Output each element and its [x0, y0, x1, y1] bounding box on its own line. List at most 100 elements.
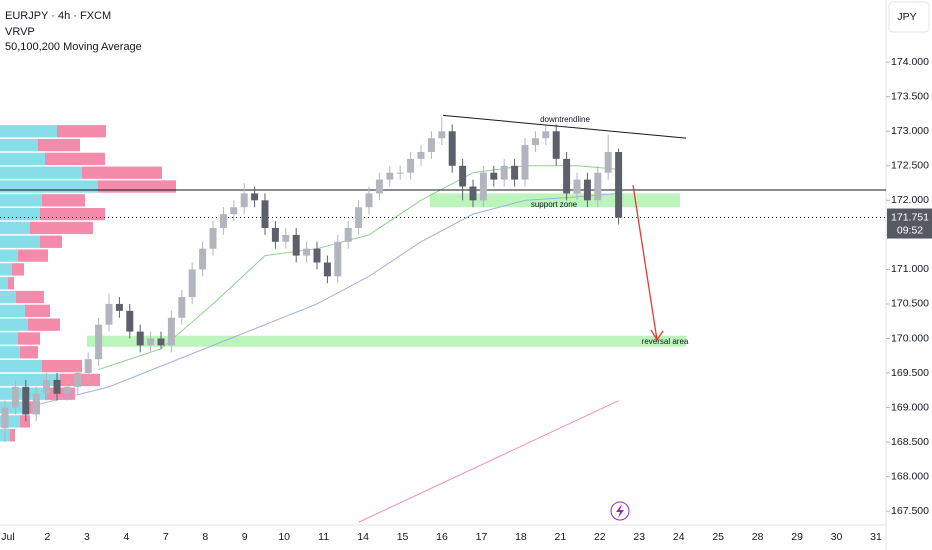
candle-body — [459, 165, 467, 187]
candle-body — [386, 172, 394, 180]
candle-body — [490, 172, 498, 180]
volume-up — [0, 263, 12, 276]
candle-body — [448, 131, 456, 166]
x-tick-label: 22 — [594, 531, 606, 543]
y-tick-label: 172.000 — [891, 194, 929, 206]
x-tick-label: 8 — [202, 531, 208, 543]
currency-button[interactable] — [888, 1, 930, 33]
volume-down — [8, 277, 14, 290]
candle-body — [157, 338, 165, 346]
candle-body — [178, 297, 186, 318]
x-tick-label: 9 — [242, 531, 248, 543]
y-tick-label: 169.500 — [891, 367, 929, 379]
candle-body — [479, 172, 487, 201]
x-tick-label: 30 — [831, 531, 843, 543]
x-tick-label: 18 — [515, 531, 527, 543]
x-tick-label: 31 — [870, 531, 882, 543]
moving-average — [98, 165, 619, 371]
y-tick-label: 173.500 — [891, 90, 929, 102]
annotation-label: reversal area — [642, 337, 689, 346]
arrow — [632, 185, 658, 340]
volume-down — [82, 166, 162, 179]
candle-body — [542, 131, 550, 139]
x-tick-label: 24 — [673, 531, 685, 543]
x-tick-label: 14 — [357, 531, 369, 543]
volume-up — [0, 373, 60, 387]
candle-body — [334, 241, 342, 277]
event-icon[interactable] — [610, 501, 630, 521]
candle-body — [95, 324, 103, 360]
candle-body — [521, 145, 529, 180]
candle-body — [43, 379, 51, 394]
moving-average — [25, 192, 619, 409]
x-tick-label: 23 — [633, 531, 645, 543]
candle-body — [615, 151, 623, 218]
x-tick-label: 21 — [555, 531, 567, 543]
candle-body — [396, 172, 404, 174]
candle-body — [511, 165, 519, 180]
x-tick-label: 15 — [397, 531, 409, 543]
x-tick-label: 7 — [163, 531, 169, 543]
candle-body — [147, 338, 155, 346]
candle-body — [344, 227, 352, 242]
volume-down — [45, 152, 105, 166]
price-tag — [887, 208, 932, 239]
candle-body — [552, 131, 560, 159]
candle-body — [32, 393, 40, 415]
zone — [87, 335, 686, 347]
candle-body — [240, 193, 248, 208]
annotation-label: support zone — [531, 200, 578, 209]
volume-down — [16, 290, 44, 304]
candle-body — [105, 303, 113, 325]
volume-down — [57, 125, 106, 138]
volume-down — [18, 332, 40, 345]
candle-body — [188, 269, 196, 298]
volume-up — [0, 359, 42, 373]
candle-body — [500, 165, 508, 180]
candle-body — [427, 138, 435, 152]
candle-body — [303, 248, 311, 256]
x-tick-label: 29 — [791, 531, 803, 543]
volume-down — [28, 318, 60, 331]
volume-up — [0, 180, 98, 193]
x-tick-label: 11 — [318, 531, 329, 543]
x-tick-label: 10 — [278, 531, 290, 543]
candle-body — [136, 331, 144, 346]
volume-up — [0, 318, 28, 331]
volume-up — [0, 194, 42, 207]
x-tick-label: Jul — [1, 531, 14, 543]
x-tick-label: 3 — [84, 531, 90, 543]
y-tick-label: 170.000 — [891, 332, 929, 344]
currency[interactable]: JPY — [897, 11, 916, 23]
y-tick-label: 168.500 — [891, 436, 929, 448]
volume-down — [20, 415, 30, 428]
volume-down — [42, 359, 82, 373]
x-tick-label: 28 — [752, 531, 764, 543]
candle-body — [209, 227, 217, 249]
annotation-label: downtrendline — [540, 115, 590, 124]
x-tick-label: 2 — [45, 531, 51, 543]
arrow-head — [650, 329, 664, 342]
price-tag-value: 171.751 — [891, 211, 929, 223]
volume-down — [20, 346, 38, 359]
volume-down — [25, 304, 50, 318]
candle-body — [230, 207, 238, 215]
volume-down — [12, 263, 24, 276]
price-tag-countdown: 09:52 — [897, 224, 923, 236]
candle-body — [292, 234, 300, 256]
trendline — [442, 114, 687, 139]
candle-body — [531, 138, 539, 146]
candle-body — [1, 407, 9, 429]
candle-body — [219, 214, 227, 228]
symbol: EURJPY · 4h · FXCM — [5, 10, 111, 22]
volume-up — [0, 346, 20, 359]
volume-down — [40, 207, 105, 221]
volume-up — [0, 235, 40, 248]
candle-body — [11, 386, 19, 408]
candle-body — [438, 131, 446, 139]
volume-up — [0, 138, 38, 152]
candle-body — [365, 193, 373, 208]
candle-body — [251, 193, 259, 201]
candle-body — [53, 379, 61, 394]
